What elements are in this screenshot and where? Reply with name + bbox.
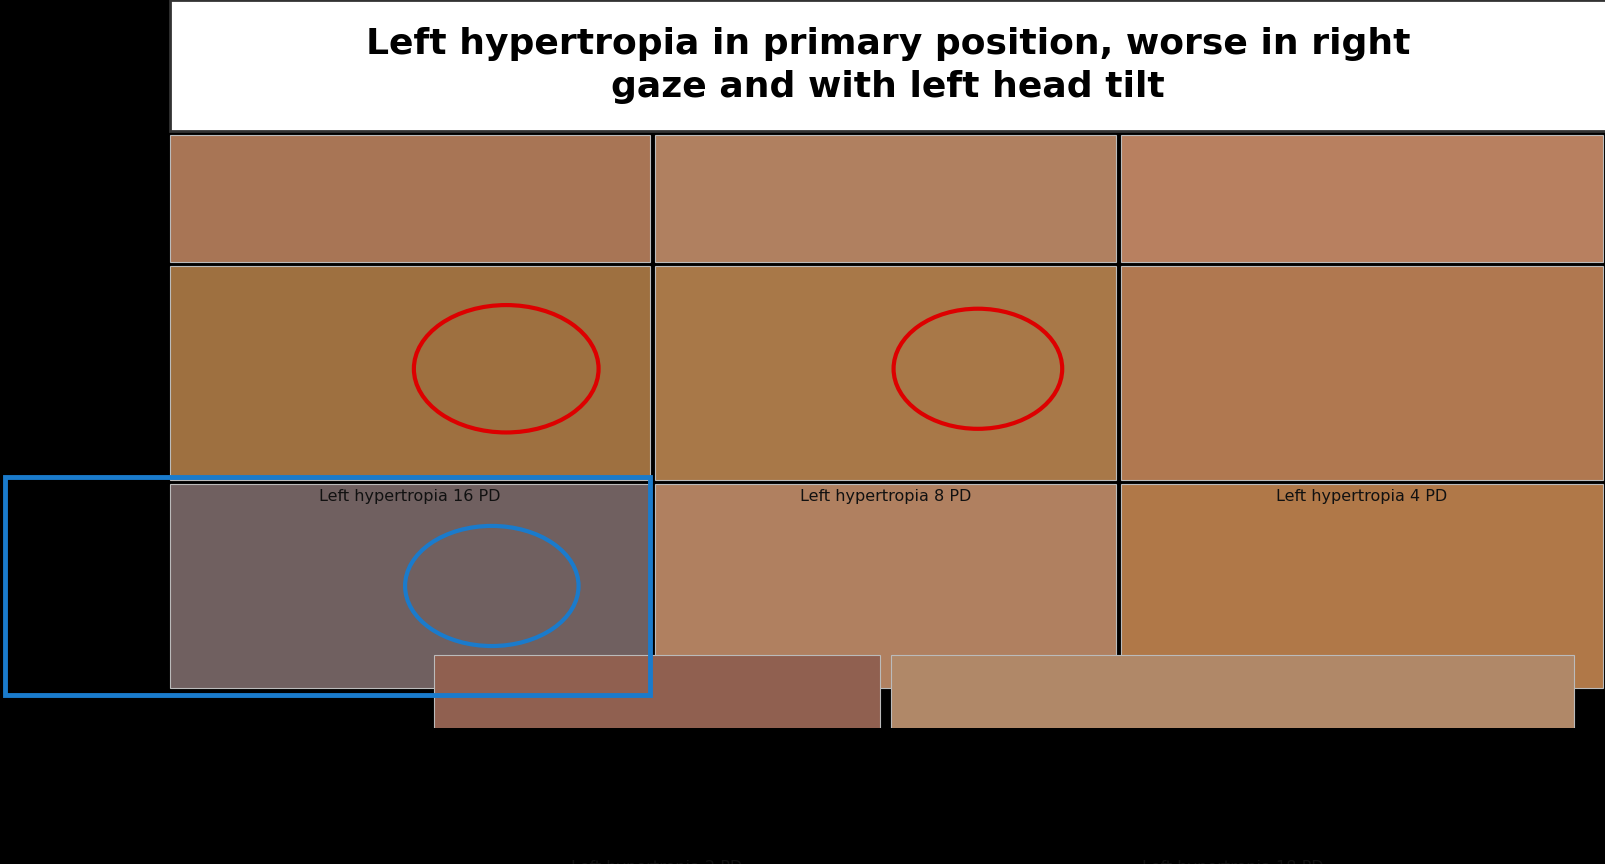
Bar [655, 484, 1115, 688]
Text: Left hypertropia 18 PD: Left hypertropia 18 PD [1141, 861, 1323, 864]
Bar [5, 477, 650, 696]
Text: Left hypertropia 8 PD: Left hypertropia 8 PD [799, 489, 971, 505]
Bar [170, 135, 650, 262]
Text: Left hypertropia in primary position, worse in right
gaze and with left head til: Left hypertropia in primary position, wo… [366, 27, 1409, 105]
Text: Left hypertropia 2 PD: Left hypertropia 2 PD [571, 861, 742, 864]
Text: Left hypertropia 16 PD: Left hypertropia 16 PD [319, 489, 501, 505]
Bar [170, 266, 650, 480]
Bar [655, 266, 1115, 480]
Text: Left hypertropia 4 PD: Left hypertropia 4 PD [1276, 489, 1446, 505]
Bar [891, 655, 1573, 852]
Bar [1120, 484, 1602, 688]
Bar [170, 484, 650, 688]
Bar [1120, 266, 1602, 480]
Bar [1120, 135, 1602, 262]
Bar [170, 0, 1605, 131]
Bar [655, 135, 1115, 262]
Bar [433, 655, 880, 852]
